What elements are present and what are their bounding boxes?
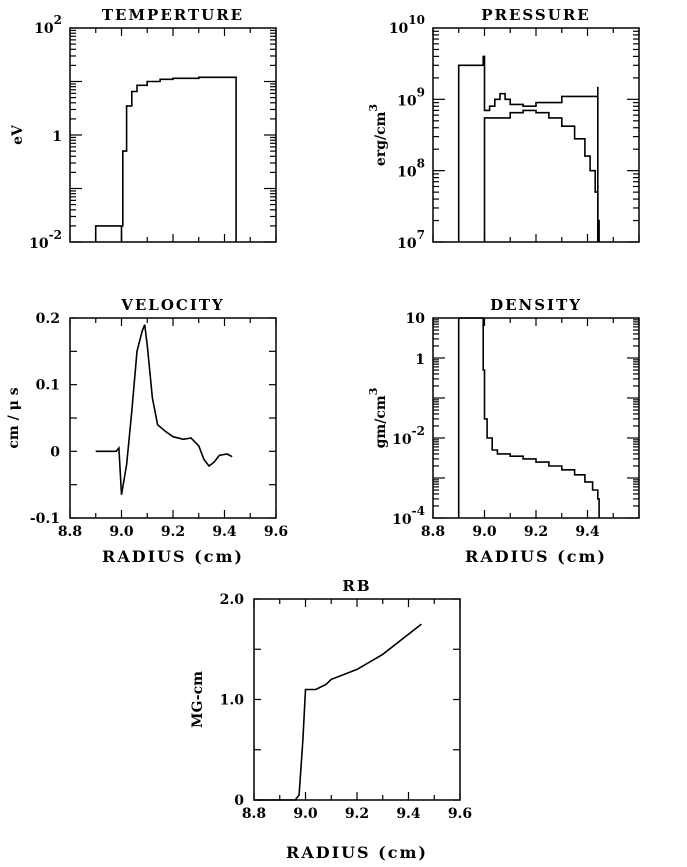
plot-frame [69, 317, 277, 519]
y-axis-label: cm / μ s [6, 387, 22, 448]
x-tick-label: 9.4 [575, 524, 600, 540]
x-tick-label: 9.6 [448, 806, 472, 822]
series-line-1 [94, 76, 237, 242]
x-axis-label: RADIUS (cm) [102, 547, 244, 566]
chart-title: RB [342, 577, 371, 595]
x-tick-label: 9.2 [161, 524, 185, 540]
x-tick-label: 9.0 [472, 524, 497, 540]
y-tick-label: -0.1 [30, 511, 60, 527]
x-tick-label: 8.8 [421, 524, 445, 540]
y-tick-label: 0 [234, 793, 244, 809]
y-axis-label: erg/cm3 [367, 104, 389, 166]
series-line-1 [457, 55, 599, 242]
x-tick-label: 9.6 [264, 524, 288, 540]
plot-frame [432, 27, 640, 243]
chart-density: DENSITY 10 1 10-2 10-48.8 9.0 9.2 9.4 gm/cm3 RADI… [367, 296, 640, 566]
x-tick-label: 9.4 [396, 806, 421, 822]
x-axis-label: RADIUS (cm) [465, 547, 607, 566]
x-axis-label: RADIUS (cm) [286, 843, 428, 862]
y-tick-label: 0.2 [36, 311, 60, 327]
x-tick-label: 8.8 [242, 806, 266, 822]
y-tick-label: 0 [50, 444, 60, 460]
plot-frame [432, 317, 640, 519]
plot-frame [253, 598, 461, 801]
chart-title: DENSITY [490, 296, 582, 314]
y-tick-label: 1.0 [220, 693, 245, 709]
y-tick-label: 109 [397, 85, 425, 109]
y-axis-label: MG-cm [190, 671, 206, 728]
chart-velocity: VELOCITY 0.2 0.1 0 -0.18.8 9.0 9.2 9.4 9.6 cm / μ… [6, 296, 288, 566]
y-tick-label: 10-2 [29, 228, 62, 252]
chart-title: VELOCITY [120, 296, 225, 314]
y-tick-label: 0.1 [36, 378, 60, 394]
x-tick-label: 9.2 [524, 524, 548, 540]
chart-rb: RB 2.0 1.0 08.8 9.0 9.2 9.4 9.6 MG-cm RADIUS (cm) [190, 577, 472, 862]
x-tick-label: 8.8 [58, 524, 82, 540]
chart-title: PRESSURE [481, 6, 591, 24]
y-tick-label: 107 [397, 228, 425, 252]
y-tick-label: 10-4 [392, 504, 425, 528]
y-tick-label: 1 [415, 352, 425, 368]
x-tick-label: 9.2 [345, 806, 369, 822]
series-line-1 [95, 324, 233, 495]
y-tick-label: 108 [397, 157, 425, 181]
series-line-1 [254, 623, 422, 801]
series-line-1 [457, 317, 600, 518]
y-tick-label: 2.0 [220, 592, 245, 608]
series-line-2 [483, 109, 600, 242]
y-tick-label: 10 [406, 311, 426, 327]
y-tick-label: 1 [52, 129, 62, 145]
y-tick-label: 10-2 [392, 424, 425, 448]
chart-title: TEMPERTURE [102, 6, 244, 24]
y-axis-label: gm/cm3 [367, 388, 389, 449]
y-tick-label: 102 [34, 13, 62, 37]
y-axis-label: eV [10, 124, 26, 145]
chart-temperature: TEMPERTURE 102 1 10-2 eV [10, 6, 277, 252]
plot-frame [69, 27, 277, 243]
x-tick-label: 9.4 [212, 524, 237, 540]
y-tick-label: 1010 [389, 13, 425, 37]
x-tick-label: 9.0 [109, 524, 134, 540]
chart-pressure: PRESSURE 1010 109 108 107 erg/cm3 [367, 6, 640, 252]
x-tick-label: 9.0 [293, 806, 318, 822]
